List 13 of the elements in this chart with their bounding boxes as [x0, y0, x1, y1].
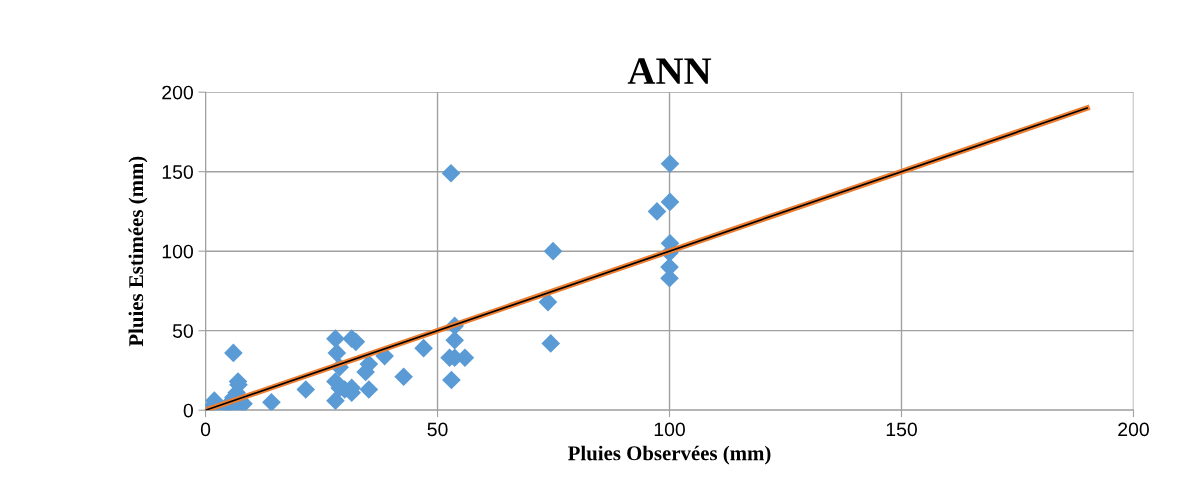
y-axis-title: Pluies Estimées (mm) — [128, 156, 148, 347]
x-tick-label: 100 — [654, 422, 685, 437]
y-tick-label: 150 — [162, 165, 193, 179]
x-tick-label: 200 — [1118, 422, 1149, 437]
x-tick-label: 50 — [427, 422, 448, 437]
y-tick-label: 100 — [162, 244, 193, 259]
y-tick-label: 50 — [172, 324, 193, 338]
y-tick-label: 200 — [162, 85, 193, 100]
y-tick-label: 0 — [183, 403, 193, 418]
x-tick-label: 150 — [886, 422, 917, 437]
x-tick-label: 0 — [200, 422, 211, 437]
chart-title: ANN — [627, 58, 712, 84]
x-axis-title: Pluies Observées (mm) — [568, 445, 771, 465]
